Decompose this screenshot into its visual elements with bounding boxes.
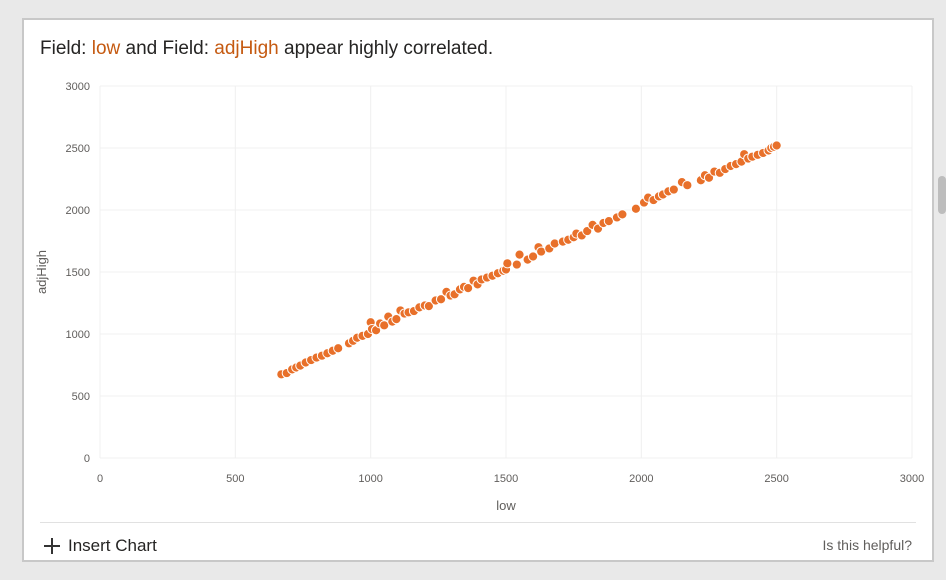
- data-point: [682, 180, 693, 191]
- y-tick-label: 500: [72, 391, 90, 403]
- insight-headline: Field: low and Field: adjHigh appear hig…: [40, 38, 493, 60]
- x-axis-label: low: [496, 498, 516, 513]
- insert-chart-label: Insert Chart: [68, 536, 157, 555]
- field-x-name: low: [91, 38, 121, 59]
- insight-card: Field: low and Field: adjHigh appear hig…: [22, 18, 934, 562]
- x-tick-label: 500: [226, 473, 244, 485]
- field-y-name: adjHigh: [214, 38, 279, 59]
- data-points: [276, 140, 782, 380]
- data-point: [617, 209, 628, 220]
- y-tick-label: 3000: [66, 81, 90, 93]
- headline-suffix: appear highly correlated.: [284, 38, 494, 59]
- data-point: [502, 258, 513, 269]
- x-tick-label: 1500: [494, 473, 518, 485]
- scatter-chart: 0 500 1000 1500 2000 2500 3000 0 500 1000 1500 200…: [34, 81, 924, 513]
- data-point: [423, 301, 434, 312]
- y-tick-label: 2500: [66, 143, 90, 155]
- x-tick-label: 2000: [629, 473, 653, 485]
- data-point: [771, 140, 782, 151]
- y-axis-label: adjHigh: [34, 250, 49, 294]
- data-point: [379, 320, 390, 331]
- data-point: [603, 216, 614, 227]
- x-tick-label: 0: [97, 473, 103, 485]
- data-point: [391, 314, 402, 325]
- insert-chart-button[interactable]: Insert Chart: [44, 533, 157, 559]
- y-tick-label: 1500: [66, 267, 90, 279]
- x-tick-label: 2500: [764, 473, 788, 485]
- x-tick-label: 1000: [358, 473, 382, 485]
- is-this-helpful-link[interactable]: Is this helpful?: [822, 537, 913, 553]
- data-point: [435, 294, 447, 305]
- headline-prefix: Field:: [40, 38, 87, 59]
- scrollbar-thumb[interactable]: [938, 176, 946, 214]
- data-point: [511, 259, 522, 270]
- data-point: [463, 283, 474, 294]
- plus-icon: [44, 538, 60, 554]
- headline-middle: and Field:: [125, 38, 209, 59]
- data-point: [630, 203, 642, 214]
- y-axis-ticks: 0 500 1000 1500 2000 2500 3000: [66, 81, 90, 465]
- x-axis-ticks: 0 500 1000 1500 2000 2500 3000: [97, 473, 924, 485]
- data-point: [333, 343, 344, 354]
- data-point: [668, 184, 679, 195]
- data-point: [514, 249, 525, 260]
- x-tick-label: 3000: [900, 473, 924, 485]
- y-tick-label: 2000: [66, 205, 90, 217]
- y-tick-label: 0: [84, 453, 90, 465]
- data-point: [527, 251, 539, 262]
- footer-divider: [40, 522, 916, 523]
- y-tick-label: 1000: [66, 329, 90, 341]
